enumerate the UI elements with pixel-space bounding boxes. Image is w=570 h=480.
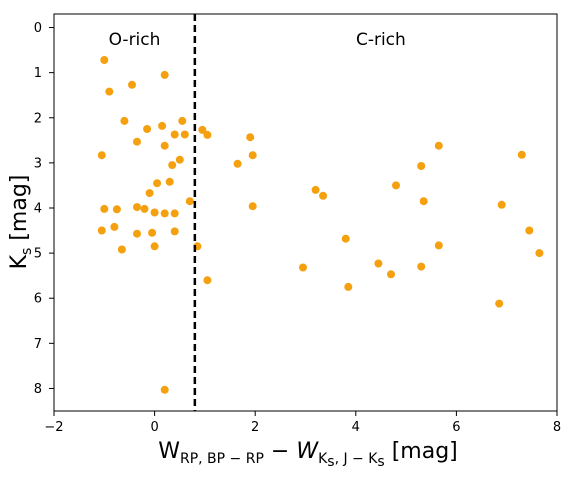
- x-tick-label: 2: [251, 420, 259, 435]
- x-label-unit: [mag]: [385, 439, 458, 464]
- data-point: [434, 241, 443, 250]
- y-tick-label: 0: [34, 21, 42, 36]
- data-point: [525, 226, 534, 235]
- data-point: [497, 200, 506, 209]
- y-label-main: K: [7, 254, 32, 269]
- data-point: [110, 222, 119, 231]
- x-label-subsub-2: s: [327, 454, 334, 470]
- data-point: [341, 234, 350, 243]
- data-point: [160, 385, 169, 394]
- data-point: [170, 130, 179, 139]
- data-point: [178, 116, 187, 125]
- data-point: [203, 130, 212, 139]
- data-point: [97, 151, 106, 160]
- region-label: O-rich: [109, 30, 161, 50]
- data-point: [203, 276, 212, 285]
- y-tick-label: 6: [34, 292, 42, 307]
- data-point: [180, 130, 189, 139]
- data-point: [133, 229, 141, 238]
- x-label-sub-2: K: [318, 451, 328, 467]
- data-point: [417, 262, 426, 271]
- data-point: [198, 125, 207, 134]
- data-point: [112, 205, 121, 214]
- x-label-subsub-2b: s: [377, 454, 384, 470]
- data-point: [248, 151, 257, 160]
- data-point: [148, 228, 157, 237]
- data-point: [133, 203, 141, 212]
- data-point: [248, 202, 257, 211]
- data-point: [160, 70, 169, 79]
- y-tick-label: 7: [34, 337, 42, 352]
- region-label: C-rich: [356, 30, 406, 50]
- y-tick-label: 4: [34, 201, 42, 216]
- data-point: [158, 121, 167, 130]
- y-tick-label: 5: [34, 247, 42, 262]
- data-point: [145, 189, 154, 198]
- x-axis: −2 0 2 4 6 8: [44, 411, 561, 435]
- x-tick-label: 6: [452, 420, 460, 435]
- data-point: [100, 204, 109, 213]
- data-point: [374, 259, 383, 268]
- x-tick-label: 8: [553, 420, 561, 435]
- data-point: [299, 263, 307, 272]
- data-point: [319, 191, 328, 200]
- data-point: [160, 141, 169, 150]
- data-point: [175, 155, 184, 164]
- data-point: [392, 181, 400, 190]
- y-label-unit: [mag]: [7, 175, 32, 248]
- y-tick-label: 8: [34, 382, 42, 397]
- x-label-main-1: W: [158, 439, 180, 464]
- data-point: [387, 270, 395, 279]
- data-point: [168, 161, 177, 170]
- data-point: [150, 242, 159, 251]
- data-point: [160, 209, 169, 218]
- data-point: [417, 162, 426, 170]
- y-tick-label: 1: [34, 66, 42, 81]
- data-point: [419, 197, 428, 206]
- y-tick-label: 2: [34, 111, 42, 126]
- data-point: [143, 125, 152, 133]
- data-point: [495, 299, 504, 308]
- y-axis: 0 1 2 3 4 5 6 7 8: [34, 21, 54, 397]
- data-point: [185, 197, 194, 206]
- data-point: [153, 179, 162, 188]
- data-point: [100, 56, 109, 64]
- data-point: [233, 159, 242, 168]
- data-point: [170, 227, 179, 236]
- data-point: [140, 204, 149, 213]
- data-point: [434, 141, 443, 150]
- data-point: [117, 245, 126, 254]
- x-axis-label: WRP, BP − RP − WKs, J − Ks [mag]: [158, 439, 458, 470]
- data-point: [535, 249, 544, 258]
- data-point: [97, 226, 106, 235]
- data-point: [517, 150, 526, 159]
- data-point: [150, 208, 159, 217]
- plot-frame: [53, 13, 558, 412]
- data-point: [311, 185, 320, 194]
- data-point: [105, 87, 114, 96]
- region-labels: O-rich C-rich: [109, 30, 406, 50]
- x-label-sub-2b: , J − K: [335, 451, 379, 467]
- x-tick-label: 0: [150, 420, 158, 435]
- y-axis-label: Ks [mag]: [7, 175, 35, 270]
- data-point: [344, 282, 353, 291]
- data-point: [170, 209, 179, 218]
- data-point: [120, 116, 129, 125]
- y-label-sub: s: [19, 248, 35, 255]
- data-point: [133, 137, 141, 146]
- x-label-sub-1: RP, BP − RP: [180, 451, 264, 467]
- y-tick-label: 3: [34, 156, 42, 171]
- x-label-dash: −: [264, 439, 296, 464]
- x-label-main-2: W: [296, 439, 319, 464]
- data-point: [128, 80, 136, 89]
- data-markers: [97, 56, 544, 394]
- data-point: [246, 133, 255, 142]
- data-point: [165, 177, 174, 186]
- x-tick-label: 4: [352, 420, 360, 435]
- x-tick-label: −2: [44, 420, 63, 435]
